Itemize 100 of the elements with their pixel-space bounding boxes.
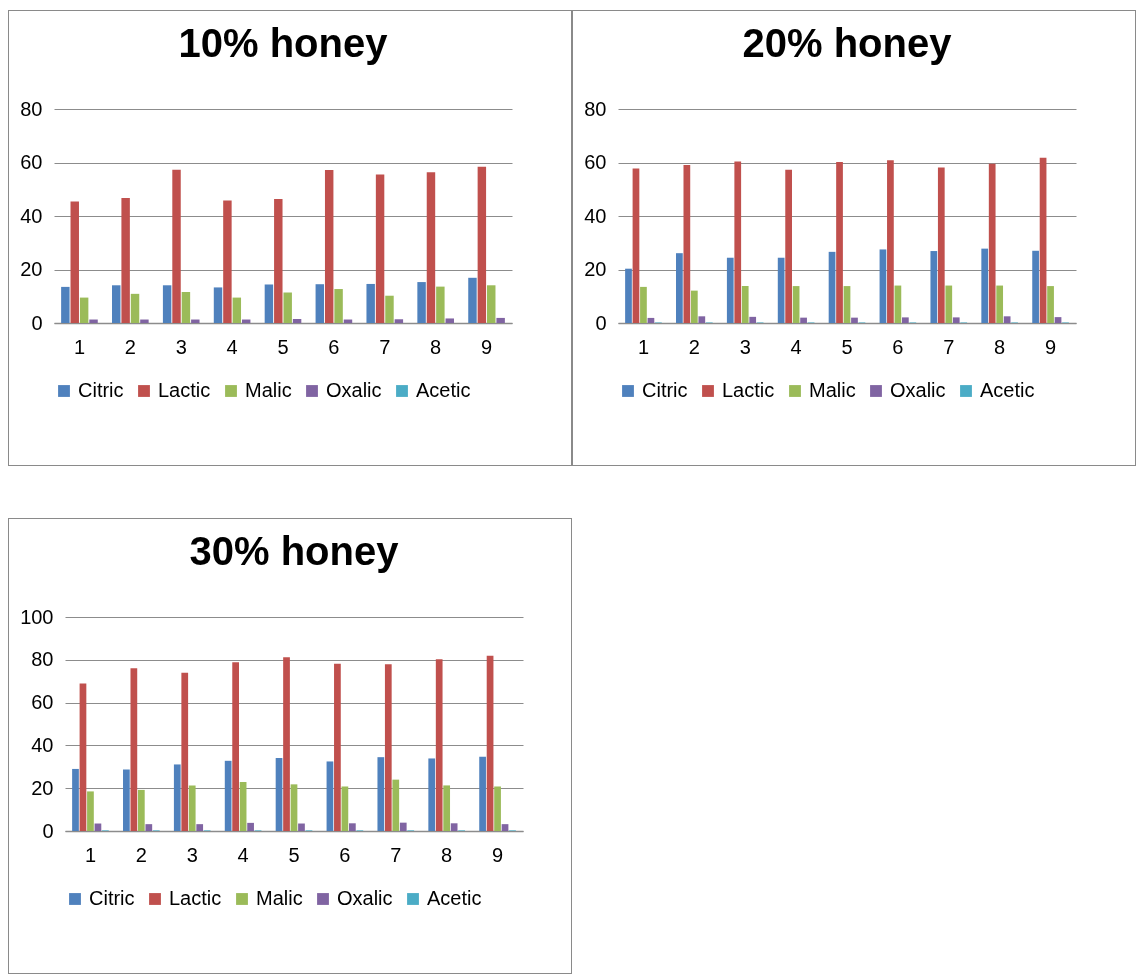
- bar: [676, 253, 683, 323]
- bar: [392, 779, 400, 831]
- y-tick-label: 0: [42, 819, 54, 842]
- bar: [173, 764, 181, 831]
- bar: [494, 786, 501, 831]
- bar: [683, 164, 691, 323]
- bar: [334, 663, 341, 831]
- bar: [79, 297, 89, 323]
- x-tick-label: 9: [491, 843, 504, 866]
- bar: [375, 174, 385, 323]
- bar: [223, 200, 232, 323]
- bar: [988, 163, 996, 323]
- bar: [468, 277, 477, 323]
- bar: [89, 319, 98, 323]
- bar: [698, 316, 706, 323]
- bar: [70, 201, 79, 323]
- bar: [232, 297, 242, 323]
- y-tick-label: 20: [31, 776, 54, 799]
- legend-label: Malic: [245, 379, 292, 401]
- y-tick-label: 80: [20, 97, 43, 120]
- x-tick-label: 1: [73, 335, 86, 358]
- bar: [981, 248, 989, 323]
- x-tick-label: 4: [237, 843, 249, 866]
- bar: [501, 824, 509, 831]
- y-tick-label: 60: [20, 151, 43, 173]
- bar: [196, 824, 204, 831]
- x-tick-label: 5: [288, 843, 300, 866]
- bar: [112, 285, 121, 323]
- bar: [283, 292, 292, 323]
- legend-label: Citric: [642, 379, 688, 401]
- x-tick-label: 9: [480, 335, 493, 358]
- bar: [341, 786, 349, 831]
- bar: [1003, 316, 1011, 323]
- bar: [298, 823, 305, 831]
- legend-label: Malic: [256, 887, 303, 909]
- bar: [188, 785, 196, 831]
- x-tick-label: 9: [1044, 335, 1057, 358]
- bar: [777, 257, 785, 323]
- x-tick-label: 5: [277, 335, 289, 358]
- y-tick-label: 40: [584, 204, 607, 227]
- bar: [123, 769, 130, 831]
- legend-label: Oxalic: [890, 379, 946, 401]
- bar: [181, 672, 189, 831]
- chart-title: 20% honey: [742, 21, 953, 65]
- bar: [445, 318, 454, 323]
- legend-label: Oxalic: [337, 887, 393, 909]
- x-tick-label: 7: [390, 843, 402, 866]
- x-tick-label: 8: [441, 843, 453, 866]
- bar: [140, 319, 149, 323]
- bar: [1032, 250, 1039, 323]
- bar: [137, 789, 145, 831]
- bar: [450, 823, 458, 831]
- y-tick-label: 40: [20, 204, 43, 227]
- y-tick-label: 0: [595, 311, 607, 334]
- bar: [843, 286, 851, 323]
- legend-label: Acetic: [427, 887, 482, 909]
- bar: [130, 293, 140, 323]
- bar: [487, 285, 496, 323]
- bar: [315, 284, 325, 323]
- bar: [879, 249, 887, 323]
- bar: [930, 251, 938, 323]
- bar: [172, 169, 181, 323]
- bar: [292, 318, 302, 323]
- bar: [726, 257, 734, 323]
- bar: [690, 290, 698, 323]
- bar: [996, 285, 1004, 323]
- bar: [428, 758, 436, 831]
- bar: [274, 198, 283, 323]
- bar: [417, 282, 426, 323]
- legend-label: Lactic: [722, 379, 775, 401]
- x-tick-label: 1: [637, 335, 650, 358]
- legend-label: Citric: [78, 379, 124, 401]
- x-tick-label: 1: [84, 843, 97, 866]
- bar: [191, 319, 200, 323]
- bar: [741, 286, 749, 323]
- bar: [366, 283, 375, 323]
- x-tick-label: 5: [841, 335, 853, 358]
- x-tick-label: 6: [892, 335, 904, 358]
- bar: [851, 317, 858, 323]
- bar: [477, 166, 487, 323]
- bar: [902, 317, 909, 323]
- bar: [264, 284, 274, 323]
- bar: [162, 285, 172, 323]
- bar: [61, 286, 70, 323]
- bar: [426, 172, 436, 323]
- legend-label: Lactic: [158, 379, 211, 401]
- bar: [436, 286, 445, 323]
- bar: [224, 760, 232, 831]
- x-tick-label: 3: [186, 843, 198, 866]
- bar: [334, 289, 343, 323]
- legend-label: Acetic: [416, 379, 471, 401]
- x-tick-label: 4: [790, 335, 802, 358]
- bar: [625, 268, 632, 323]
- bar: [836, 161, 843, 323]
- bar: [324, 169, 334, 323]
- legend-label: Lactic: [169, 887, 222, 909]
- bar: [952, 317, 960, 323]
- bar: [785, 169, 792, 323]
- y-tick-label: 20: [584, 258, 607, 280]
- x-tick-label: 6: [339, 843, 351, 866]
